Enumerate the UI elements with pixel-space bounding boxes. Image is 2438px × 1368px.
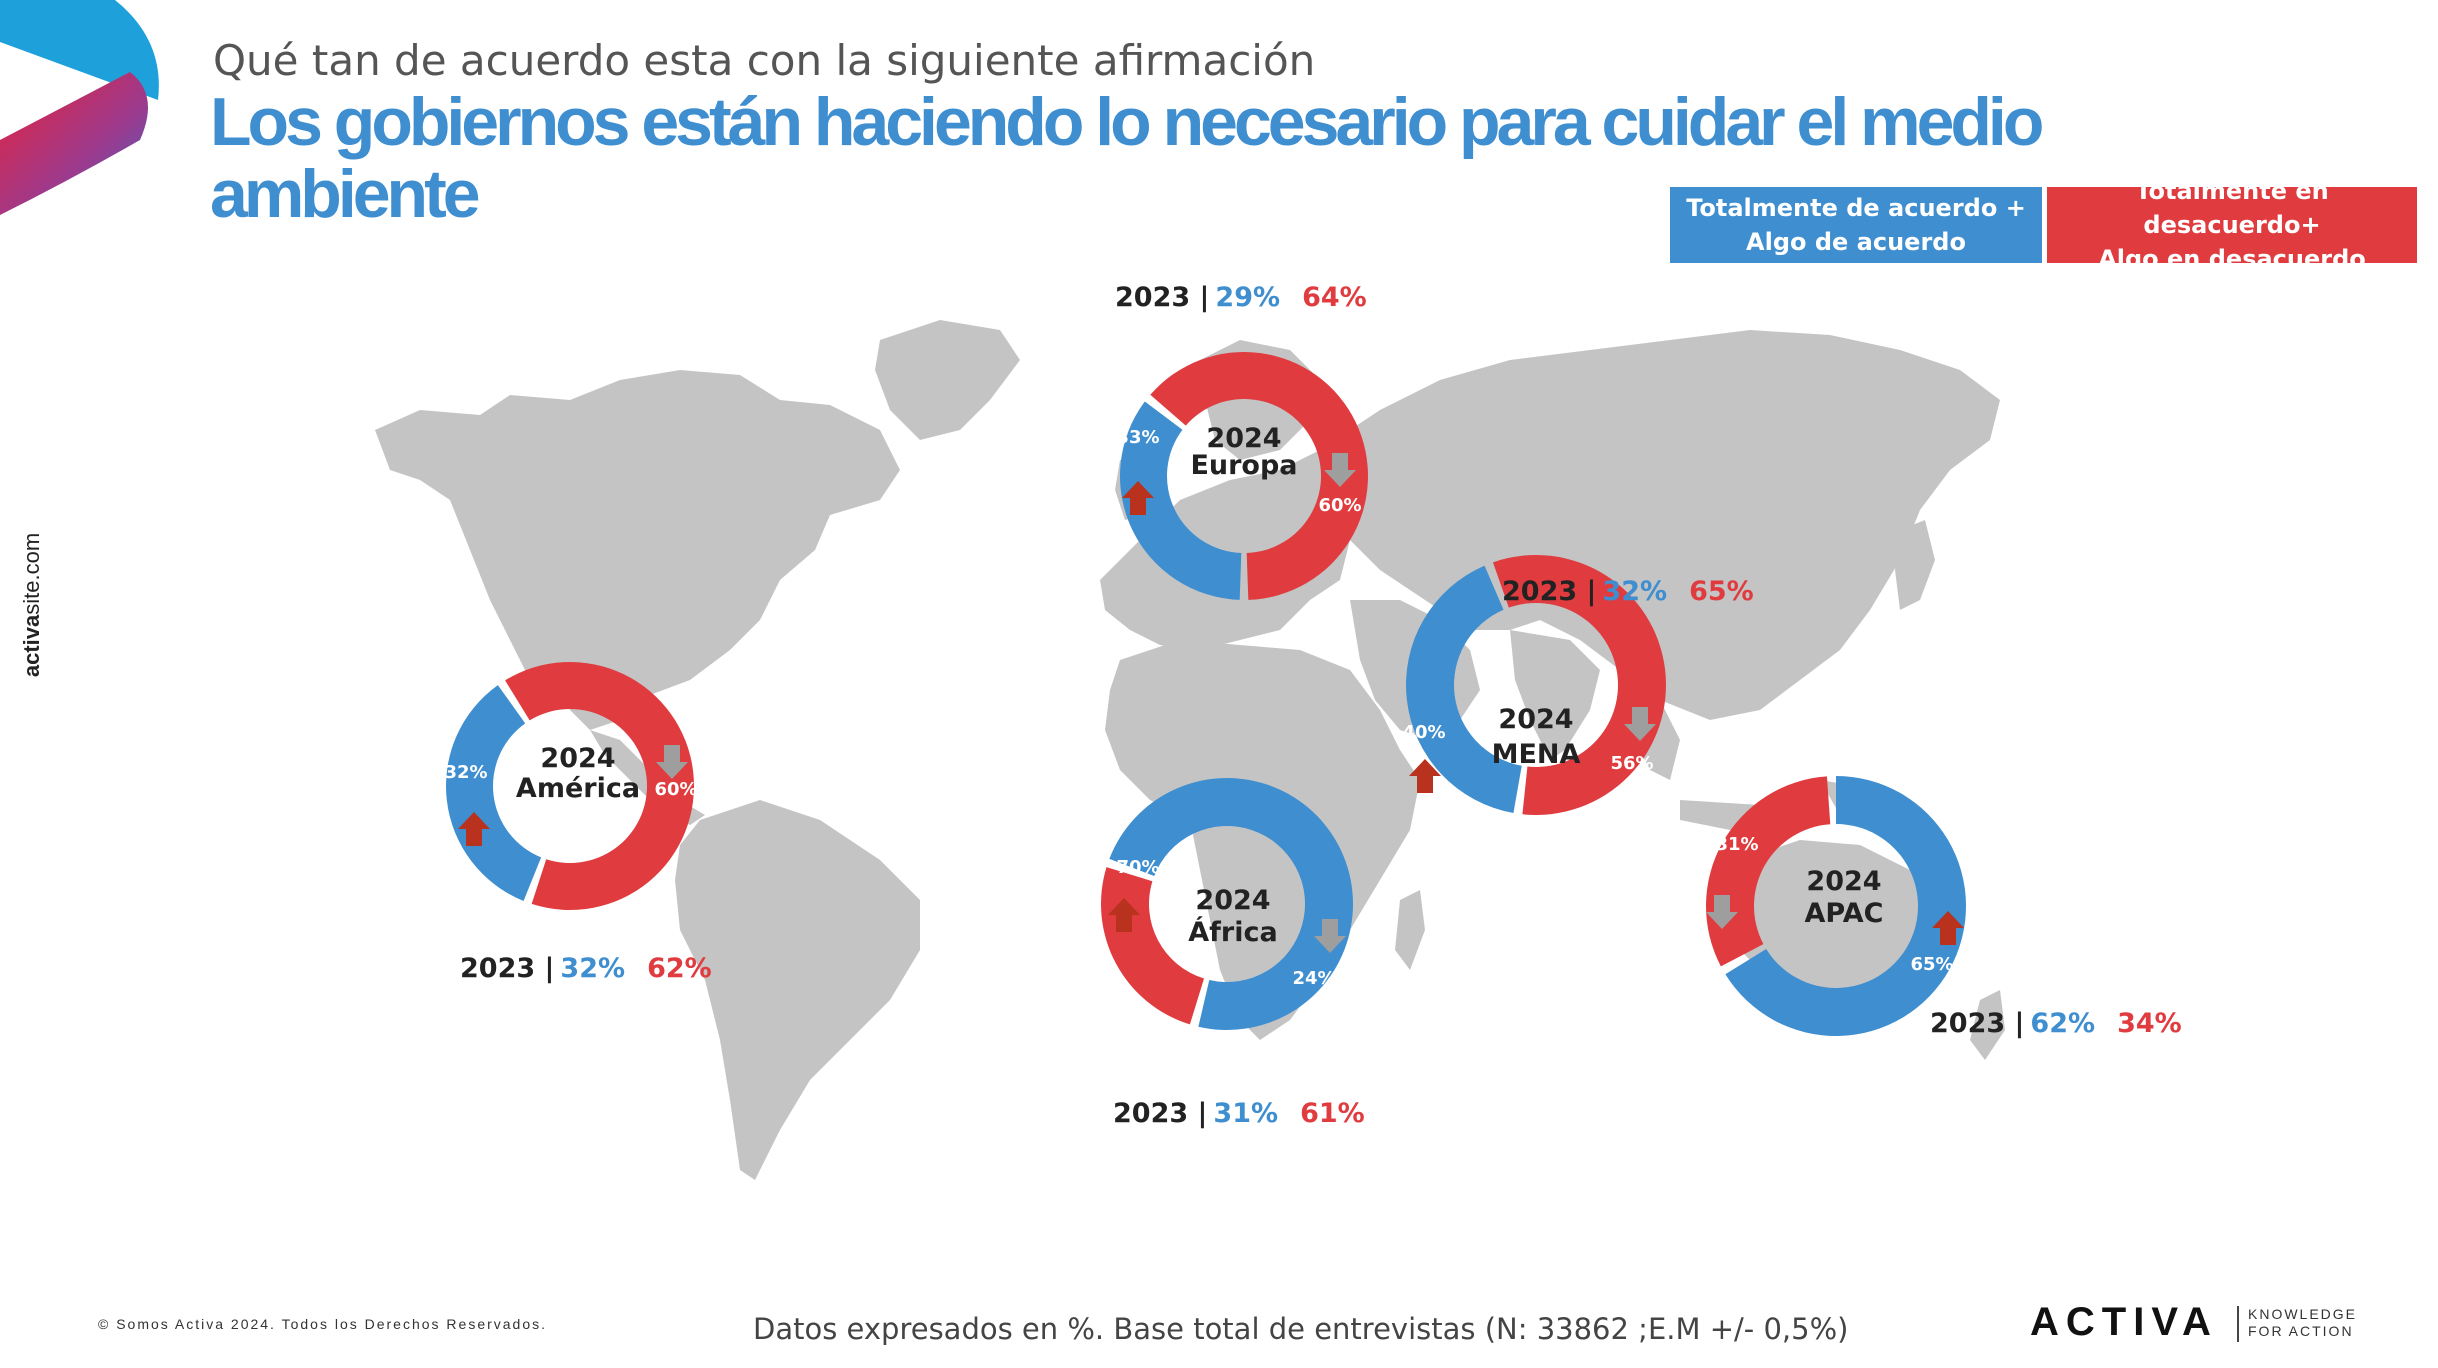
arrow-up-icon bbox=[1932, 911, 1964, 945]
arrow-down-icon bbox=[1706, 895, 1738, 929]
brand-tagline: KNOWLEDGE FOR ACTION bbox=[2248, 1306, 2357, 1340]
arrow-down-icon bbox=[1324, 453, 1356, 487]
prev-year-label: 2023 bbox=[1115, 282, 1191, 313]
donut-region-label: MENA bbox=[1492, 739, 1581, 770]
prev-disagree-value: 61% bbox=[1300, 1098, 1365, 1129]
disagree-value-label: 24% bbox=[1292, 968, 1335, 989]
agree-value-label: 65% bbox=[1910, 954, 1953, 975]
donut-region-label: APAC bbox=[1805, 898, 1884, 929]
prev-agree-value: 32% bbox=[560, 953, 626, 984]
disagree-slice bbox=[1492, 555, 1667, 816]
donut-region-label: Europa bbox=[1190, 450, 1297, 481]
agree-slice bbox=[1119, 401, 1242, 600]
legend-agree-line2: Algo de acuerdo bbox=[1746, 228, 1966, 256]
agree-value-label: 33% bbox=[1116, 427, 1159, 448]
arrow-up-icon bbox=[1108, 898, 1140, 932]
prev-agree-value: 31% bbox=[1213, 1098, 1279, 1129]
brand-tagline-1: KNOWLEDGE bbox=[2248, 1306, 2358, 1322]
agree-slice bbox=[1725, 776, 1966, 1036]
arrow-up-icon bbox=[1122, 481, 1154, 515]
brand-name: ACTIVA bbox=[2030, 1300, 2218, 1344]
donut-year-label: 2024 bbox=[540, 743, 615, 774]
donut-year-label: 2024 bbox=[1195, 885, 1270, 916]
prev-agree-value: 32% bbox=[1602, 576, 1668, 607]
arrow-down-icon bbox=[1314, 919, 1346, 953]
agree-value-label: 70% bbox=[1116, 857, 1159, 878]
prev-year-africa: 2023 | 31% 61% bbox=[1113, 1098, 1365, 1129]
activa-logo-icon bbox=[0, 0, 159, 215]
prev-year-apac: 2023 | 62% 34% bbox=[1930, 1008, 2182, 1039]
prev-year-label: 2023 bbox=[460, 953, 536, 984]
legend-agree: Totalmente de acuerdo + Algo de acuerdo bbox=[1670, 187, 2042, 263]
page-title: Los gobiernos están haciendo lo necesari… bbox=[210, 84, 2044, 232]
agree-value-label: 32% bbox=[444, 762, 487, 783]
prev-agree-value: 29% bbox=[1215, 282, 1281, 313]
disagree-value-label: 31% bbox=[1715, 834, 1758, 855]
disagree-value-label: 60% bbox=[1318, 495, 1361, 516]
donut-year-label: 2024 bbox=[1498, 704, 1573, 735]
prev-year-label: 2023 bbox=[1113, 1098, 1189, 1129]
legend-disagree-line2: Algo en desacuerdo bbox=[2098, 245, 2366, 273]
donut-year-label: 2024 bbox=[1206, 423, 1281, 454]
brand-divider bbox=[2237, 1306, 2239, 1342]
agree-slice bbox=[445, 685, 542, 901]
agree-slice bbox=[1406, 565, 1522, 814]
legend-disagree: Totalmente en desacuerdo+ Algo en desacue… bbox=[2047, 177, 2417, 273]
donut-region-label: América bbox=[516, 773, 640, 804]
prev-year-mena: 2023 | 32% 65% bbox=[1502, 576, 1754, 607]
question-subtitle: Qué tan de acuerdo esta con la siguiente… bbox=[213, 36, 1316, 85]
arrow-up-icon bbox=[458, 812, 490, 846]
disagree-slice bbox=[1150, 351, 1368, 600]
donut-region-label: África bbox=[1188, 916, 1277, 948]
agree-value-label: 40% bbox=[1402, 722, 1445, 743]
prev-year-label: 2023 bbox=[1930, 1008, 2006, 1039]
prev-disagree-value: 64% bbox=[1302, 282, 1367, 313]
prev-disagree-value: 65% bbox=[1689, 576, 1754, 607]
disagree-slice bbox=[505, 662, 694, 910]
prev-disagree-value: 34% bbox=[2117, 1008, 2182, 1039]
disagree-slice bbox=[1706, 776, 1831, 967]
prev-year-europa: 2023 | 29% 64% bbox=[1115, 282, 1367, 313]
donut-year-label: 2024 bbox=[1806, 866, 1881, 897]
agree-slice bbox=[1109, 778, 1354, 1030]
arrow-down-icon bbox=[656, 745, 688, 779]
prev-disagree-value: 62% bbox=[647, 953, 712, 984]
legend-disagree-line1: Totalmente en desacuerdo+ bbox=[2135, 177, 2329, 239]
arrow-up-icon bbox=[1409, 759, 1441, 793]
footnote: Datos expresados en %. Base total de ent… bbox=[753, 1312, 1849, 1346]
legend-agree-line1: Totalmente de acuerdo + bbox=[1686, 194, 2026, 222]
disagree-value-label: 60% bbox=[654, 779, 697, 800]
brand-tagline-2: FOR ACTION bbox=[2248, 1323, 2354, 1339]
disagree-value-label: 56% bbox=[1610, 753, 1653, 774]
arrow-down-icon bbox=[1624, 707, 1656, 741]
donut-mena: 2024 MENA 40% 56% bbox=[1402, 555, 1667, 816]
prev-year-label: 2023 bbox=[1502, 576, 1578, 607]
prev-agree-value: 62% bbox=[2030, 1008, 2096, 1039]
copyright: © Somos Activa 2024. Todos los Derechos … bbox=[98, 1316, 548, 1332]
prev-year-america: 2023 | 32% 62% bbox=[460, 953, 712, 984]
